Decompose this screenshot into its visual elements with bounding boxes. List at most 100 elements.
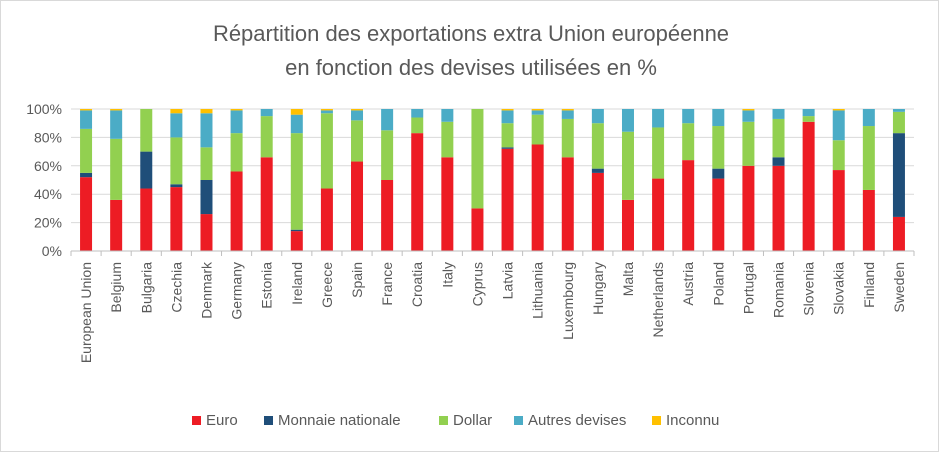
bar-segment-dollar (591, 123, 604, 169)
bar-segment-dollar (802, 116, 815, 122)
bar-segment-autres-devises (441, 109, 454, 122)
bar-segment-euro (621, 199, 634, 251)
x-tick-label: Germany (229, 262, 245, 320)
x-tick-label: Poland (710, 262, 726, 306)
bar-segment-inconnu (170, 109, 183, 114)
bar-segment-dollar (561, 118, 574, 158)
bar-segment-dollar (290, 133, 303, 230)
legend-item: Inconnu (652, 412, 719, 429)
bar-segment-euro (381, 180, 394, 251)
chart-title: Répartition des exportations extra Union… (213, 21, 729, 80)
bar-segment-dollar (80, 128, 93, 173)
x-tick-label: Lithuania (530, 262, 546, 319)
bar-segment-monnaie-nationale (892, 133, 905, 217)
bar-segment-euro (200, 214, 213, 251)
bar-segment-euro (140, 188, 153, 251)
bar-segment-autres-devises (802, 109, 815, 117)
x-tick-label: Italy (439, 262, 455, 288)
bar-segment-monnaie-nationale (712, 168, 725, 179)
x-tick-label: Czechia (168, 262, 184, 313)
bar-segment-autres-devises (712, 109, 725, 127)
x-tick-label: Slovakia (831, 262, 847, 315)
y-tick-label: 60% (34, 158, 62, 174)
bar-segment-autres-devises (652, 109, 665, 128)
bar-segment-euro (802, 121, 815, 251)
y-tick-label: 40% (34, 186, 62, 202)
bar-segment-autres-devises (411, 109, 424, 118)
bar-segment-dollar (652, 127, 665, 179)
legend-swatch (439, 416, 448, 425)
bar-segment-euro (712, 178, 725, 251)
bar-segment-euro (170, 187, 183, 251)
bar-segment-dollar (862, 126, 875, 190)
bar-segment-euro (110, 199, 123, 251)
bar-segment-euro (531, 144, 544, 251)
x-tick-label: Ireland (289, 262, 305, 305)
x-tick-label: Romania (771, 262, 787, 318)
y-tick-label: 20% (34, 215, 62, 231)
bar-segment-euro (561, 157, 574, 251)
bar-segment-autres-devises (591, 109, 604, 124)
x-tick-label: Austria (680, 262, 696, 306)
legend-item: Autres devises (514, 412, 626, 429)
bar-segment-monnaie-nationale (591, 168, 604, 173)
legend-label: Monnaie nationale (278, 412, 401, 429)
bar-segment-euro (290, 231, 303, 251)
bar-segment-dollar (471, 109, 484, 209)
legend-item: Monnaie nationale (264, 412, 401, 429)
legend-item: Dollar (439, 412, 492, 429)
bar-segment-dollar (260, 116, 273, 158)
bar-segment-autres-devises (682, 109, 695, 124)
legend-label: Inconnu (666, 412, 719, 429)
bar-segment-euro (832, 170, 845, 251)
bar-segment-euro (320, 188, 333, 251)
legend-swatch (192, 416, 201, 425)
x-tick-label: Portugal (740, 262, 756, 314)
bar-segment-dollar (140, 109, 153, 152)
bar-segment-autres-devises (832, 110, 845, 141)
bar-segment-autres-devises (621, 109, 634, 132)
bar-segment-euro (892, 216, 905, 251)
bar-segment-euro (351, 161, 364, 251)
x-axis (70, 250, 915, 256)
x-tick-label: Sweden (891, 262, 907, 313)
bar-segment-monnaie-nationale (501, 147, 514, 149)
bar-segment-euro (591, 172, 604, 251)
bar-segment-euro (862, 189, 875, 251)
x-tick-label: Estonia (259, 262, 275, 309)
bar-segment-autres-devises (531, 110, 544, 115)
x-tick-label: Bulgaria (138, 262, 154, 314)
bar-segment-autres-devises (742, 110, 755, 122)
x-tick-label: Finland (861, 262, 877, 308)
bars (80, 109, 905, 251)
bar-segment-autres-devises (170, 113, 183, 138)
legend-label: Euro (206, 412, 238, 429)
gridlines (71, 108, 914, 224)
legend-item: Euro (192, 412, 238, 429)
bar-segment-dollar (200, 147, 213, 180)
x-tick-label: Hungary (590, 262, 606, 315)
bar-segment-dollar (110, 138, 123, 200)
bar-segment-inconnu (832, 109, 845, 111)
bar-segment-autres-devises (772, 109, 785, 119)
bar-segment-dollar (441, 121, 454, 158)
bar-segment-euro (230, 171, 243, 251)
x-tick-label: Slovenia (801, 262, 817, 316)
bar-segment-autres-devises (80, 110, 93, 129)
bar-segment-autres-devises (501, 110, 514, 124)
x-tick-label: Denmark (198, 261, 214, 319)
x-tick-label: Belgium (108, 262, 124, 313)
bar-segment-autres-devises (381, 109, 394, 131)
bar-segment-dollar (170, 137, 183, 185)
x-tick-label: France (379, 262, 395, 306)
bar-segment-dollar (411, 117, 424, 134)
bar-segment-euro (260, 157, 273, 251)
x-tick-label: Croatia (409, 262, 425, 307)
y-tick-label: 80% (34, 129, 62, 145)
bar-segment-monnaie-nationale (772, 157, 785, 166)
y-tick-label: 0% (42, 243, 62, 259)
bar-segment-dollar (892, 111, 905, 134)
bar-segment-autres-devises (230, 110, 243, 134)
bar-segment-inconnu (320, 109, 333, 111)
